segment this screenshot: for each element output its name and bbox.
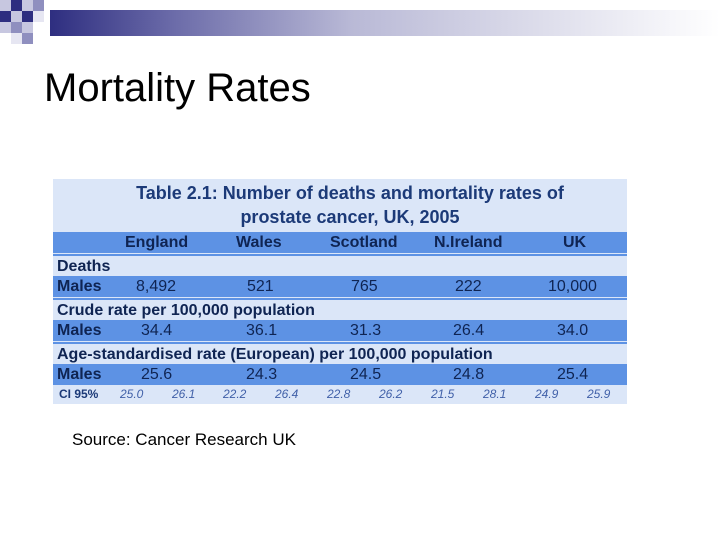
column-header: Scotland: [330, 234, 398, 251]
ci-value: 21.5: [431, 387, 455, 401]
ci-row: CI 95% 25.0 26.1 22.2 26.4 22.8 26.2 21.…: [53, 385, 627, 404]
ci-value: 26.2: [379, 387, 403, 401]
source-note: Source: Cancer Research UK: [72, 430, 296, 449]
ci-value: 26.4: [275, 387, 299, 401]
table-cell: 34.0: [557, 322, 589, 339]
column-header: Wales: [236, 234, 282, 251]
checker-square: [0, 22, 11, 33]
table-cell: 24.8: [453, 366, 485, 383]
column-header: England: [125, 234, 189, 251]
table-cell: 26.4: [453, 322, 485, 339]
caption-line-1: Table 2.1: Number of deaths and mortalit…: [136, 183, 564, 203]
table-row: Males 8,492 521 765 222 10,000: [53, 276, 627, 297]
table-cell: 8,492: [136, 278, 177, 295]
checker-square: [22, 0, 33, 11]
table-cell: 24.5: [350, 366, 382, 383]
section-heading: Age-standardised rate (European) per 100…: [57, 346, 493, 363]
column-header: N.Ireland: [434, 234, 503, 251]
section-heading-row: Deaths: [53, 254, 627, 275]
checker-square: [0, 11, 11, 22]
checker-square: [22, 33, 33, 44]
checker-square: [0, 0, 11, 11]
checker-square: [11, 33, 22, 44]
checker-square: [33, 11, 44, 22]
row-label: Males: [57, 366, 102, 383]
caption-line-2: prostate cancer, UK, 2005: [240, 207, 460, 227]
mortality-table: Table 2.1: Number of deaths and mortalit…: [53, 179, 627, 404]
checker-square: [22, 11, 33, 22]
checker-square: [33, 0, 44, 11]
ci-value: 26.1: [172, 387, 196, 401]
ci-value: 24.9: [535, 387, 559, 401]
table-row: Males 34.4 36.1 31.3 26.4 34.0: [53, 320, 627, 341]
ci-value: 25.9: [587, 387, 611, 401]
ci-value: 28.1: [483, 387, 507, 401]
checker-square: [11, 22, 22, 33]
row-label: Males: [57, 322, 102, 339]
table-cell: 765: [351, 278, 378, 295]
slide-title: Mortality Rates: [44, 66, 311, 110]
table-cell: 24.3: [246, 366, 278, 383]
table-cell: 222: [455, 278, 482, 295]
ci-value: 22.2: [223, 387, 247, 401]
ci-value: 25.0: [120, 387, 144, 401]
section-heading: Deaths: [57, 258, 111, 275]
section-heading-row: Crude rate per 100,000 population: [53, 298, 627, 319]
section-heading-row: Age-standardised rate (European) per 100…: [53, 342, 627, 363]
table-cell: 36.1: [246, 322, 278, 339]
table-cell: 34.4: [141, 322, 173, 339]
table-caption: Table 2.1: Number of deaths and mortalit…: [53, 179, 627, 231]
table-cell: 25.6: [141, 366, 173, 383]
ci-value: 22.8: [327, 387, 351, 401]
row-label: Males: [57, 278, 102, 295]
checker-square: [11, 11, 22, 22]
table-cell: 31.3: [350, 322, 382, 339]
decorative-header-band: [0, 0, 720, 48]
table-cell: 25.4: [557, 366, 589, 383]
column-header: UK: [563, 234, 587, 251]
checker-square: [22, 22, 33, 33]
table-header-row: England Wales Scotland N.Ireland UK: [53, 232, 627, 253]
table-row: Males 25.6 24.3 24.5 24.8 25.4: [53, 364, 627, 385]
checker-square: [11, 0, 22, 11]
gradient-band: [50, 10, 720, 36]
ci-label: CI 95%: [59, 387, 99, 401]
table-cell: 521: [247, 278, 274, 295]
table-cell: 10,000: [548, 278, 597, 295]
section-heading: Crude rate per 100,000 population: [57, 302, 315, 319]
